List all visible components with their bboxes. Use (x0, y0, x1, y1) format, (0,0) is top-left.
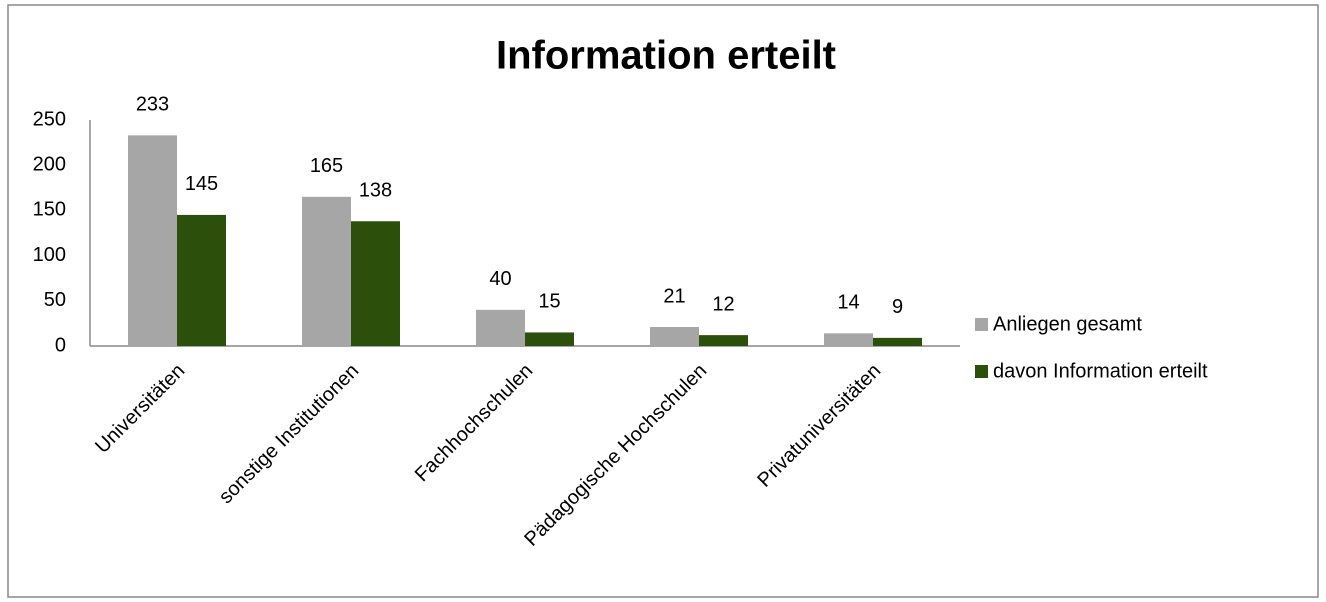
bar (873, 337, 922, 346)
legend-swatch (975, 318, 988, 331)
data-label: 21 (663, 285, 685, 307)
bar (351, 221, 400, 346)
data-label: 138 (359, 180, 392, 202)
legend-label: davon Information erteilt (993, 360, 1208, 382)
bar (177, 214, 226, 346)
data-label: 165 (310, 155, 343, 177)
legend-label: Anliegen gesamt (993, 313, 1142, 335)
data-label: 14 (837, 292, 859, 314)
bar (128, 135, 177, 346)
bar (525, 332, 574, 346)
bar (476, 309, 525, 346)
data-label: 145 (185, 173, 218, 195)
legend-swatch (975, 365, 988, 378)
chart-title: Information erteilt (496, 34, 836, 78)
y-tick-label: 100 (33, 244, 66, 266)
chart-border (7, 4, 1319, 598)
data-label: 9 (892, 296, 903, 318)
y-tick-label: 250 (33, 108, 66, 130)
y-tick-label: 150 (33, 199, 66, 221)
bar (650, 327, 699, 346)
y-tick-label: 0 (55, 334, 66, 356)
y-tick-label: 50 (44, 289, 66, 311)
data-label: 12 (712, 293, 734, 315)
y-tick-label: 200 (33, 153, 66, 175)
data-label: 233 (136, 94, 169, 116)
data-label: 40 (489, 268, 511, 290)
bar (824, 333, 873, 346)
bar (302, 196, 351, 346)
bar (699, 335, 748, 346)
data-label: 15 (538, 291, 560, 313)
